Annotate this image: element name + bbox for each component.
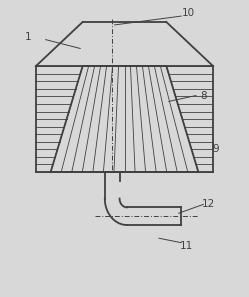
Text: 9: 9 [212,143,219,154]
Text: 10: 10 [182,8,195,18]
Text: 11: 11 [180,241,193,251]
Text: 12: 12 [202,199,215,209]
Text: 1: 1 [25,32,32,42]
Text: 8: 8 [200,91,207,101]
